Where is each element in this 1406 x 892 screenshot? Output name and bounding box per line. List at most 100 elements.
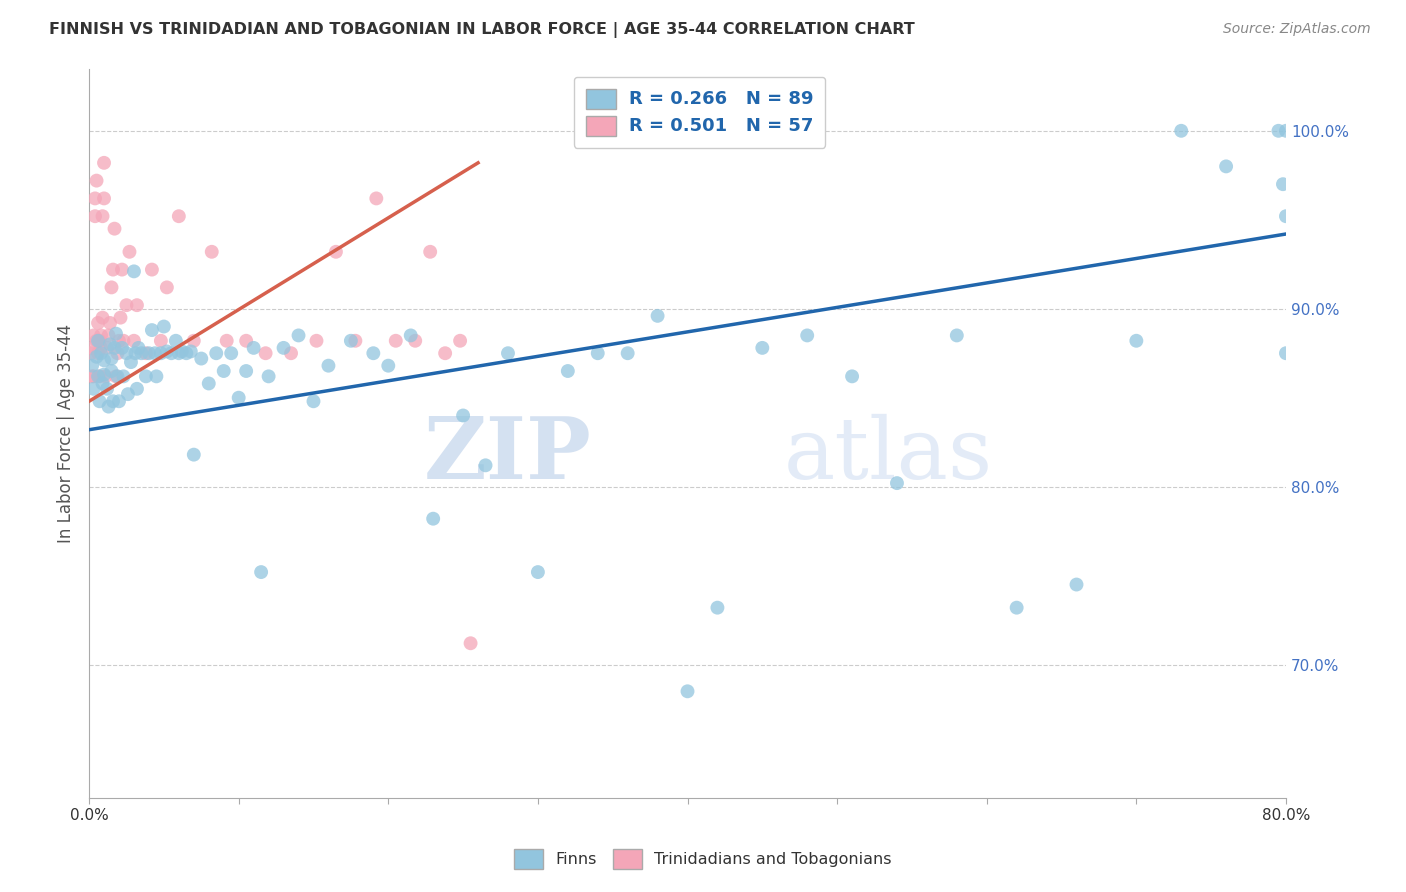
Point: [340, 334, 363, 348]
Point: [170, 344, 193, 359]
Point: [91, 209, 114, 223]
Point: [108, 394, 131, 409]
Point: [80, 369, 103, 384]
Point: [1275, 209, 1298, 223]
Point: [87, 316, 110, 330]
Point: [527, 565, 550, 579]
Point: [212, 364, 235, 378]
Point: [1170, 124, 1192, 138]
Point: [180, 344, 202, 359]
Point: [235, 364, 257, 378]
Point: [1275, 124, 1298, 138]
Point: [676, 684, 699, 698]
Point: [125, 382, 148, 396]
Point: [122, 264, 145, 278]
Point: [110, 310, 132, 325]
Point: [257, 369, 280, 384]
Point: [647, 309, 669, 323]
Point: [1005, 600, 1028, 615]
Point: [384, 334, 406, 348]
Point: [254, 346, 277, 360]
Point: [112, 334, 135, 348]
Point: [83, 382, 105, 396]
Point: [80, 359, 103, 373]
Point: [363, 346, 385, 360]
Point: [138, 346, 160, 360]
Point: [105, 369, 128, 384]
Point: [215, 334, 238, 348]
Point: [201, 244, 224, 259]
Point: [1271, 177, 1294, 191]
Point: [280, 346, 302, 360]
Point: [94, 369, 117, 384]
Point: [616, 346, 638, 360]
Point: [399, 328, 422, 343]
Point: [141, 262, 163, 277]
Point: [103, 341, 125, 355]
Point: [886, 476, 908, 491]
Point: [557, 364, 579, 378]
Text: FINNISH VS TRINIDADIAN AND TOBAGONIAN IN LABOR FORCE | AGE 35-44 CORRELATION CHA: FINNISH VS TRINIDADIAN AND TOBAGONIAN IN…: [49, 22, 915, 38]
Point: [1125, 334, 1147, 348]
Point: [143, 346, 166, 360]
Point: [115, 298, 138, 312]
Point: [100, 280, 122, 294]
Point: [112, 369, 135, 384]
Point: [706, 600, 728, 615]
Text: atlas: atlas: [783, 414, 993, 497]
Point: [83, 369, 105, 384]
Point: [1275, 346, 1298, 360]
Point: [242, 341, 264, 355]
Point: [1267, 124, 1289, 138]
Point: [101, 262, 124, 277]
Point: [91, 376, 114, 391]
Point: [183, 334, 205, 348]
Point: [190, 351, 212, 366]
Point: [946, 328, 969, 343]
Point: [103, 221, 125, 235]
Point: [84, 191, 107, 205]
Point: [120, 355, 142, 369]
Point: [841, 369, 863, 384]
Point: [205, 346, 228, 360]
Point: [86, 334, 108, 348]
Point: [93, 368, 115, 382]
Point: [115, 346, 138, 360]
Point: [160, 346, 183, 360]
Point: [93, 156, 115, 170]
Point: [89, 369, 111, 384]
Point: [98, 316, 121, 330]
Point: [156, 280, 179, 294]
Point: [366, 191, 388, 205]
Point: [404, 334, 426, 348]
Point: [118, 244, 141, 259]
Point: [108, 334, 131, 348]
Point: [107, 369, 129, 384]
Point: [149, 346, 172, 360]
Point: [86, 350, 108, 364]
Point: [122, 334, 145, 348]
Point: [96, 382, 118, 396]
Point: [86, 173, 108, 187]
Text: ZIP: ZIP: [425, 413, 592, 497]
Point: [89, 394, 111, 409]
Point: [796, 328, 818, 343]
Point: [91, 310, 114, 325]
Point: [127, 341, 149, 355]
Point: [167, 346, 190, 360]
Point: [751, 341, 773, 355]
Point: [90, 341, 112, 355]
Point: [93, 191, 115, 205]
Point: [167, 209, 190, 223]
Point: [165, 334, 187, 348]
Point: [419, 244, 441, 259]
Point: [377, 359, 399, 373]
Point: [87, 369, 110, 384]
Point: [434, 346, 457, 360]
Point: [90, 328, 112, 343]
Point: [84, 209, 107, 223]
Legend: Finns, Trinidadians and Tobagonians: Finns, Trinidadians and Tobagonians: [508, 843, 898, 875]
Point: [235, 334, 257, 348]
Point: [98, 337, 121, 351]
Point: [124, 346, 146, 360]
